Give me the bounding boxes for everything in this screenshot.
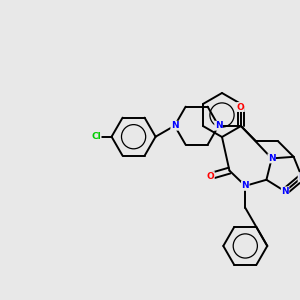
Text: N: N: [298, 173, 300, 182]
Text: Cl: Cl: [91, 132, 101, 141]
Text: O: O: [206, 172, 214, 181]
Text: N: N: [281, 187, 289, 196]
Text: N: N: [268, 154, 275, 163]
Text: N: N: [242, 182, 249, 190]
Text: N: N: [171, 121, 178, 130]
Text: N: N: [215, 121, 222, 130]
Text: O: O: [237, 103, 244, 112]
